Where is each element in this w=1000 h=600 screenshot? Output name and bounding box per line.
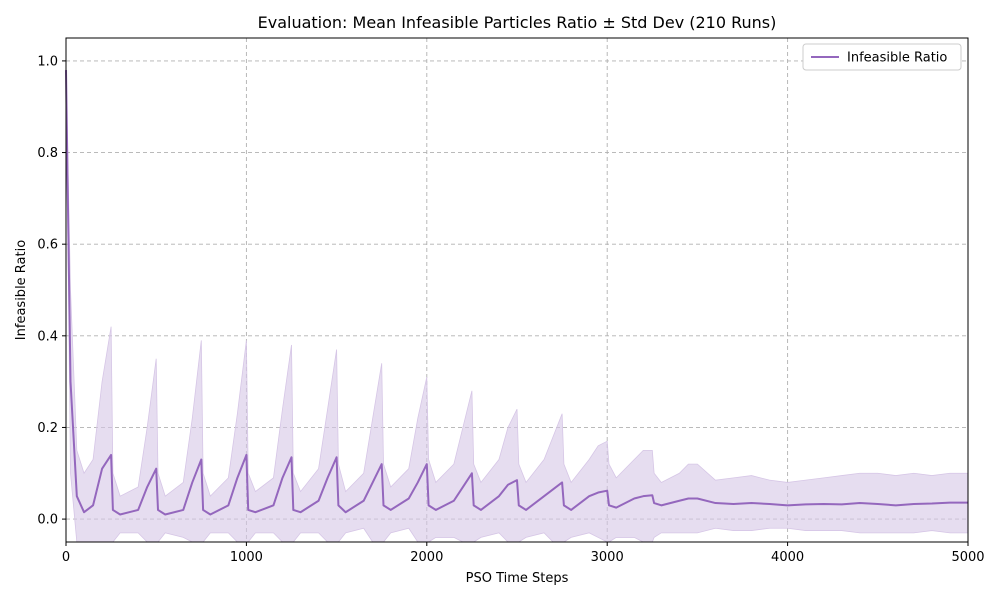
y-tick-label: 0.0 xyxy=(37,513,58,528)
x-axis-label: PSO Time Steps xyxy=(466,571,569,586)
x-tick-label: 2000 xyxy=(410,550,443,565)
y-tick-label: 0.4 xyxy=(37,329,58,344)
y-tick-label: 0.6 xyxy=(37,238,58,253)
chart-title: Evaluation: Mean Infeasible Particles Ra… xyxy=(258,13,777,32)
y-tick-label: 0.2 xyxy=(37,421,58,436)
x-tick-label: 1000 xyxy=(230,550,263,565)
y-axis-label: Infeasible Ratio xyxy=(14,240,29,340)
plot-frame xyxy=(65,37,969,543)
x-tick-label: 0 xyxy=(62,550,70,565)
y-tick-label: 1.0 xyxy=(37,54,58,69)
x-tick-label: 5000 xyxy=(951,550,984,565)
y-axis-ticks: 0.0 0.2 0.4 0.6 0.8 1.0 xyxy=(37,54,66,528)
x-tick-label: 3000 xyxy=(591,550,624,565)
legend: Infeasible Ratio xyxy=(802,43,962,71)
x-tick-label: 4000 xyxy=(771,550,804,565)
y-tick-label: 0.8 xyxy=(37,146,58,161)
x-axis-ticks: 0 1000 2000 3000 4000 5000 xyxy=(62,542,985,565)
legend-box xyxy=(802,43,962,71)
mean-line xyxy=(65,70,968,516)
series-line-infeasible-ratio xyxy=(65,70,968,516)
legend-entry: Infeasible Ratio xyxy=(847,51,947,66)
